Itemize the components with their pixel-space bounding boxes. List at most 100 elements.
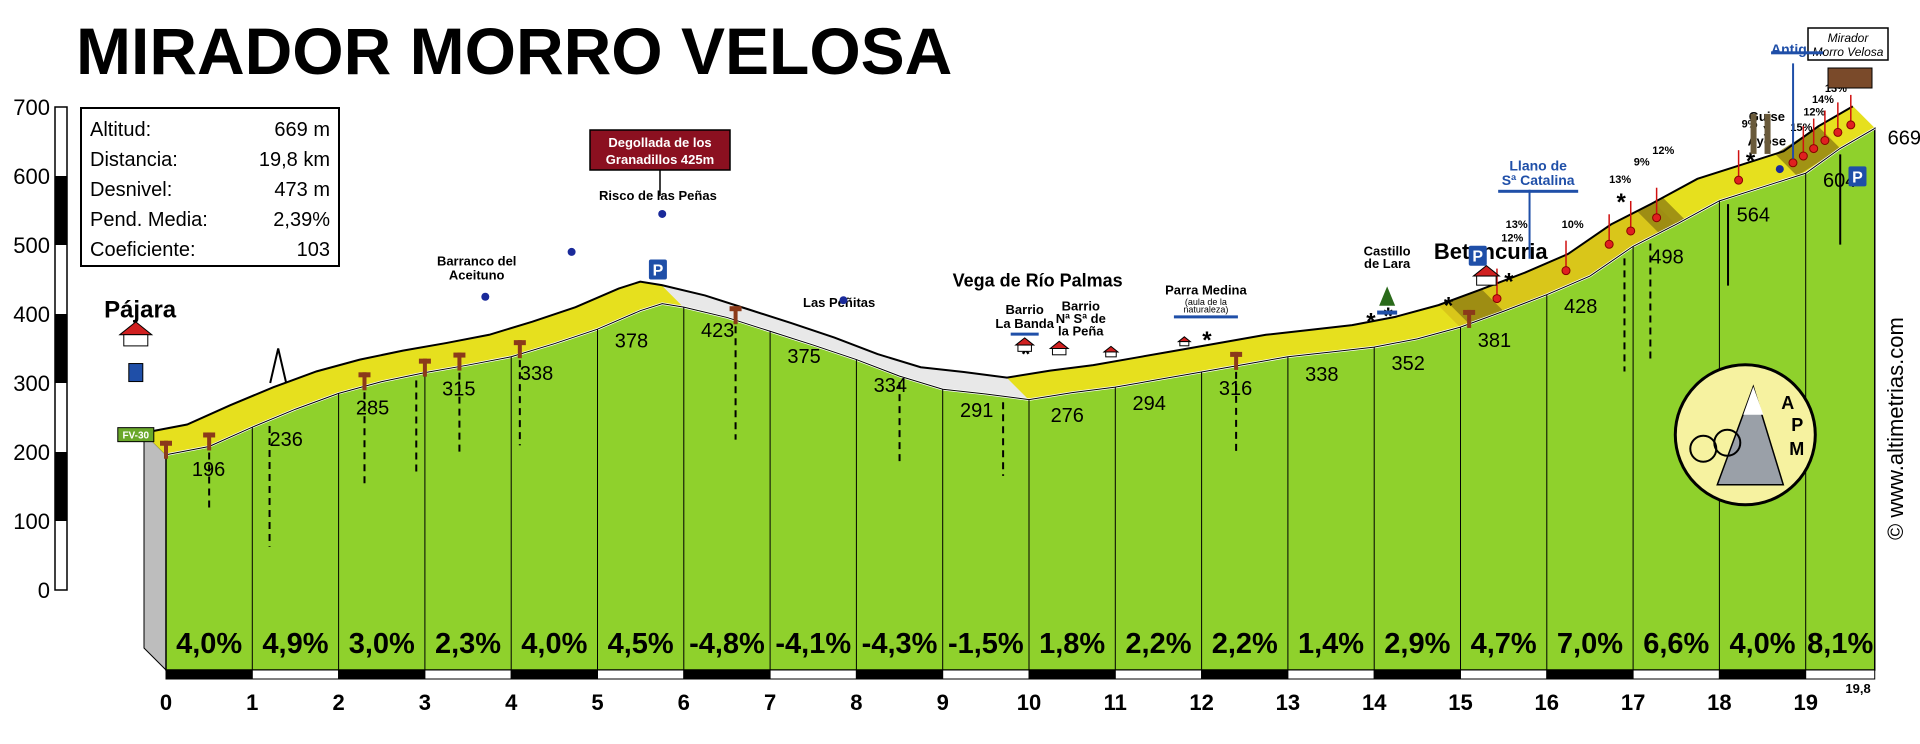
apm-mountain — [1716, 384, 1785, 486]
x-tick-label: 6 — [678, 690, 690, 715]
steep-pin — [1652, 213, 1662, 223]
star-marker: * — [1202, 327, 1212, 354]
steep-pin — [1798, 151, 1808, 161]
base-segment — [510, 669, 599, 680]
base-segment — [165, 669, 253, 680]
gradient-label: 6,6% — [1643, 628, 1709, 660]
place-label: Barrio — [1062, 299, 1100, 314]
star-marker: * — [1383, 303, 1393, 330]
km-post — [362, 372, 367, 391]
stat-value: 19,8 km — [258, 149, 330, 171]
steep-percent-label: 12% — [1652, 145, 1674, 157]
place-label: Pájara — [104, 296, 177, 323]
place-label: Las Peñitas — [803, 295, 875, 310]
y-tick-label: 400 — [13, 302, 50, 327]
gradient-label: 4,0% — [1729, 628, 1795, 660]
place-label: Barranco del — [437, 254, 516, 269]
house-roof — [118, 321, 154, 336]
place-label: Nª Sª de — [1056, 311, 1106, 326]
house-wall — [1017, 344, 1032, 352]
stat-value: 2,39% — [273, 209, 330, 231]
place-label: naturaleza) — [1183, 305, 1228, 315]
gradient-label: 4,0% — [521, 628, 587, 660]
gradient-label: 4,9% — [262, 628, 328, 660]
base-segment — [1201, 669, 1289, 680]
stat-value: 103 — [296, 239, 330, 261]
place-label: (aula de la — [1185, 297, 1227, 307]
steep-pin — [1604, 239, 1614, 249]
base-segment — [338, 669, 426, 680]
km-post — [207, 432, 212, 451]
altitude-label: 564 — [1737, 204, 1770, 226]
road-label-box — [117, 427, 155, 443]
road-label: FV-30 — [117, 427, 155, 443]
stat-label: Altitud: — [90, 119, 152, 141]
village-icon — [1102, 345, 1120, 358]
steep-pin — [1788, 158, 1798, 168]
stat-value: 473 m — [274, 179, 330, 201]
pass-sign-box — [589, 129, 731, 171]
place-label: Llano de — [1509, 157, 1567, 173]
km-post — [1234, 351, 1239, 370]
altitude-label: 375 — [787, 346, 820, 368]
x-tick-label: 7 — [764, 690, 776, 715]
steep-percent-label: 13% — [1609, 174, 1631, 186]
km-post — [422, 358, 427, 377]
y-tick-label: 200 — [13, 440, 50, 465]
village-icon — [1471, 265, 1501, 286]
km-post-cap — [160, 440, 172, 446]
steep-pin — [1833, 127, 1843, 137]
base-segment — [769, 669, 857, 680]
gradient-label: 2,3% — [435, 628, 501, 660]
steep-pin — [1846, 120, 1856, 130]
steep-pin — [1734, 175, 1744, 185]
steep-pin — [1626, 226, 1636, 236]
apm-letter: P — [1791, 415, 1803, 435]
altitude-label: 236 — [270, 429, 303, 451]
house-wall — [1051, 348, 1067, 356]
antenna-icon — [269, 348, 288, 384]
steep-percent-label: 9% — [1634, 157, 1650, 169]
viewpoint-icon — [567, 247, 576, 256]
x-tick-label: 15 — [1448, 690, 1472, 715]
altitude-label: 276 — [1051, 405, 1084, 427]
summit-sign-line: Morro Velosa — [1813, 45, 1884, 59]
altitude-label: 291 — [960, 400, 993, 422]
village-icon — [1048, 340, 1070, 356]
viewpoint-icon — [481, 292, 490, 301]
base-segment — [597, 669, 685, 680]
x-tick-label: 0 — [160, 690, 172, 715]
km-post-cap — [513, 340, 526, 346]
base-segment — [683, 669, 771, 680]
profile-top-outline — [143, 105, 1854, 434]
tree-icon — [1379, 286, 1396, 306]
steep-percent-label: 13% — [1506, 219, 1528, 231]
km-post-cap — [203, 432, 216, 438]
house-wall — [1179, 341, 1190, 347]
parking-icon-letter: P — [1852, 169, 1863, 186]
km-post — [733, 306, 738, 325]
altitude-label: 378 — [615, 331, 648, 353]
stat-label: Coeficiente: — [90, 239, 196, 261]
steep-pin — [1809, 144, 1819, 154]
stats-box: Altitud: 669 m Distancia: 19,8 km Desnivel: 4… — [80, 107, 340, 267]
altitude-label: 294 — [1133, 393, 1166, 415]
y-tick-label: 700 — [13, 95, 50, 120]
steep-pin — [1561, 266, 1571, 276]
place-label: la Peña — [1058, 323, 1104, 338]
place-label: Risco de las Peñas — [599, 188, 717, 203]
summit-sign-line: Mirador — [1828, 31, 1870, 45]
catalina-bar — [1498, 189, 1579, 193]
altitude-label: 381 — [1478, 330, 1511, 352]
base-segment — [1373, 669, 1461, 680]
place-label: Vega de Río Palmas — [953, 270, 1123, 290]
star-marker: * — [1616, 189, 1626, 216]
apm-snowcap — [1743, 386, 1764, 415]
gradient-label: 4,5% — [608, 628, 674, 660]
stat-label: Distancia: — [90, 149, 178, 171]
scale-segment — [55, 176, 67, 245]
bus-stop-icon — [128, 363, 144, 383]
x-tick-label: 3 — [419, 690, 431, 715]
x-tick-label: 1 — [246, 690, 258, 715]
